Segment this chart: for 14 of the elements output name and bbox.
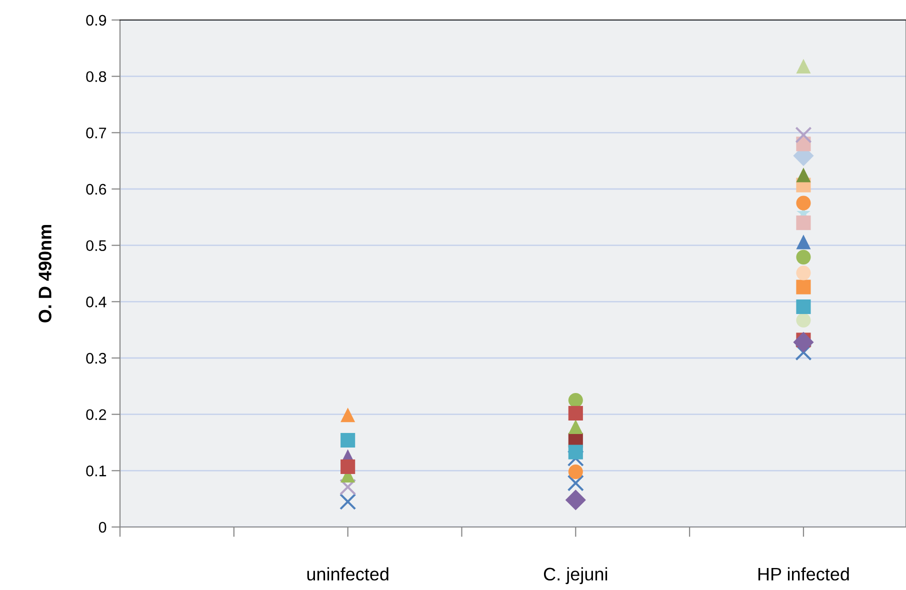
y-tick-label: 0.9 xyxy=(86,14,106,26)
y-axis-title: O. D 490nm xyxy=(38,224,52,322)
y-tick-label: 0.1 xyxy=(86,466,106,476)
x-tick-label: HP infected xyxy=(758,567,849,581)
x-tick-label: uninfected xyxy=(307,567,388,581)
y-tick-label: 0.7 xyxy=(86,128,106,138)
y-tick-label: 0.3 xyxy=(86,352,106,364)
y-tick-label: 0.8 xyxy=(86,71,106,82)
y-tick-label: 0 xyxy=(98,522,106,533)
y-tick-label: 0.2 xyxy=(86,409,106,420)
y-tick-label: 0.4 xyxy=(86,296,106,308)
y-tick-label: 0.5 xyxy=(86,240,106,252)
y-tick-label: 0.6 xyxy=(86,184,106,195)
x-tick-label: C. jejuni xyxy=(544,567,608,584)
